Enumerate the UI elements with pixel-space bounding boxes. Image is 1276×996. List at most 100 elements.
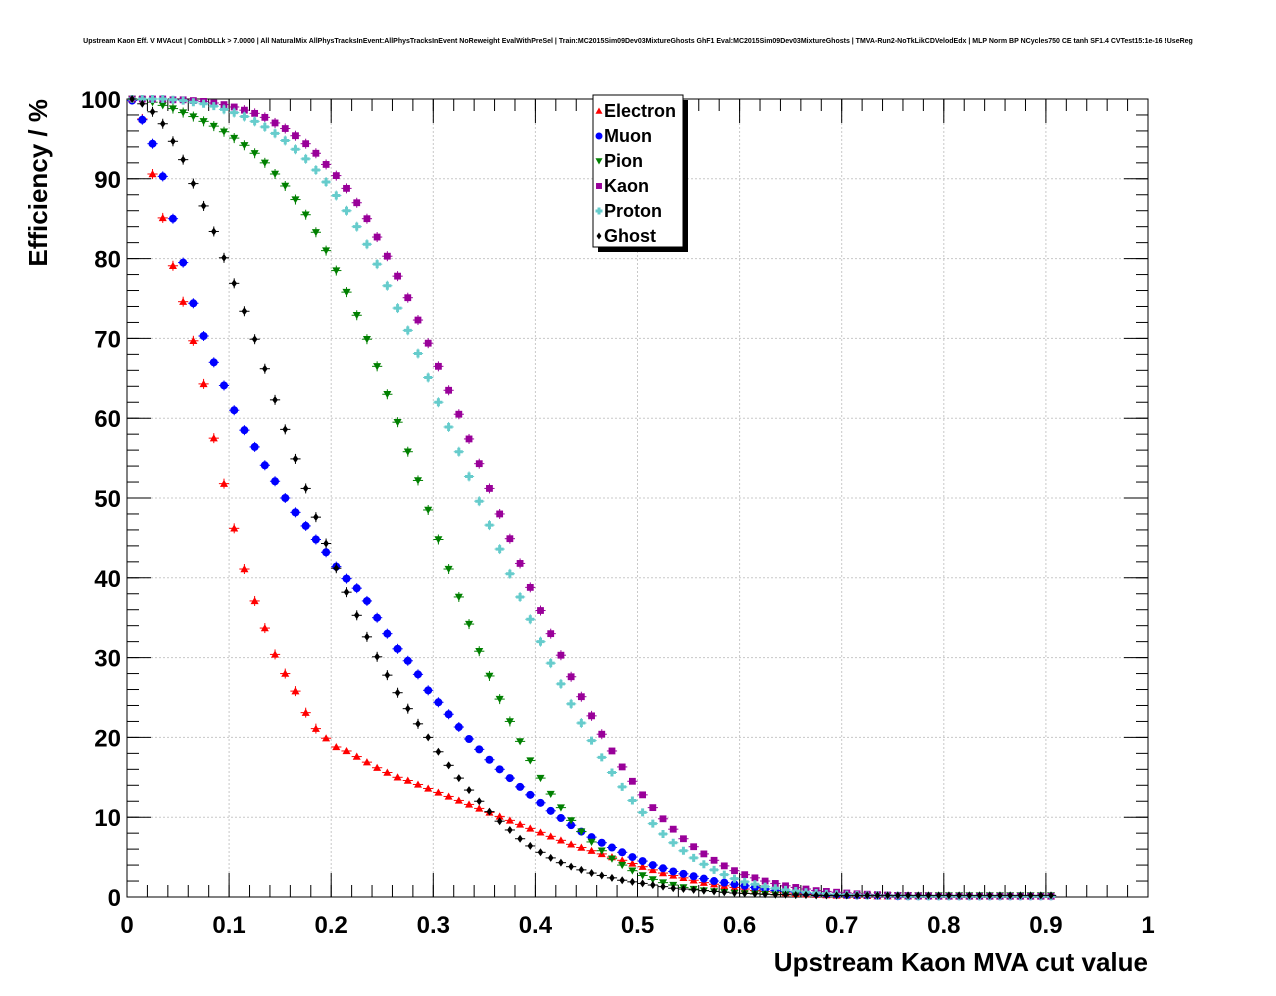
data-point xyxy=(260,159,269,167)
data-point xyxy=(413,780,422,788)
x-axis-label: Upstream Kaon MVA cut value xyxy=(774,947,1148,977)
data-point xyxy=(230,108,239,117)
x-tick-label: 0.2 xyxy=(315,912,348,939)
data-point xyxy=(219,479,228,487)
data-point xyxy=(577,693,585,701)
data-point xyxy=(577,843,586,851)
data-point xyxy=(475,497,484,506)
data-point xyxy=(383,629,392,638)
data-point xyxy=(424,506,433,514)
data-point xyxy=(618,848,627,857)
legend-label-proton: Proton xyxy=(604,201,662,221)
data-point xyxy=(587,846,596,854)
data-point xyxy=(915,891,922,900)
data-point xyxy=(720,878,729,887)
data-point xyxy=(281,125,289,132)
data-point xyxy=(322,177,331,186)
legend-marker-proton xyxy=(595,207,603,215)
legend-entries: Electron Muon Pion Kaon Proton Ghost xyxy=(595,101,676,246)
data-point xyxy=(415,719,421,728)
data-point xyxy=(546,832,555,840)
data-point xyxy=(659,815,667,823)
data-point xyxy=(639,879,646,888)
data-point xyxy=(556,804,565,812)
data-point xyxy=(241,307,248,316)
data-point xyxy=(608,747,616,755)
legend-label-ghost: Ghost xyxy=(604,226,656,246)
data-point xyxy=(383,281,392,290)
data-point xyxy=(496,510,504,518)
data-point xyxy=(271,129,280,138)
data-point xyxy=(281,669,290,677)
data-point xyxy=(261,113,269,121)
data-point xyxy=(628,859,637,867)
data-point xyxy=(313,513,319,522)
data-point xyxy=(332,267,341,275)
data-point xyxy=(148,170,157,178)
data-point xyxy=(353,199,361,207)
data-point xyxy=(628,853,637,862)
data-point xyxy=(342,574,351,583)
data-point xyxy=(311,535,320,544)
data-point xyxy=(495,765,504,774)
data-point xyxy=(250,442,259,451)
data-point xyxy=(189,113,198,121)
data-point xyxy=(434,398,443,407)
data-point xyxy=(240,565,249,573)
data-point xyxy=(373,233,381,241)
data-point xyxy=(251,335,258,344)
data-point xyxy=(587,736,596,745)
data-point xyxy=(485,672,494,680)
data-point xyxy=(373,613,382,622)
series-electron xyxy=(127,95,1057,900)
data-point xyxy=(997,891,1003,900)
data-point xyxy=(516,560,524,567)
data-point xyxy=(597,753,606,762)
data-point xyxy=(597,838,606,847)
data-point xyxy=(158,172,167,181)
data-point xyxy=(669,825,677,833)
data-point xyxy=(495,812,504,820)
y-tick-label: 0 xyxy=(108,885,121,912)
data-point xyxy=(1027,891,1034,900)
data-point xyxy=(189,336,198,344)
y-tick-label: 10 xyxy=(94,805,121,832)
data-point xyxy=(752,889,758,898)
data-point xyxy=(240,112,249,121)
data-point xyxy=(495,695,504,704)
x-tick-label: 1 xyxy=(1141,912,1154,939)
data-point xyxy=(373,763,382,771)
data-point xyxy=(301,211,310,219)
x-tick-label: 0 xyxy=(120,912,133,939)
data-point xyxy=(393,418,402,427)
data-point xyxy=(526,583,534,591)
data-point xyxy=(362,596,371,605)
data-point xyxy=(362,758,371,766)
data-point xyxy=(710,856,718,864)
data-point xyxy=(619,876,625,885)
data-point xyxy=(189,98,198,107)
data-point xyxy=(567,840,576,848)
data-point xyxy=(466,786,472,795)
data-point xyxy=(301,708,310,716)
data-point xyxy=(403,448,412,456)
data-point xyxy=(333,564,340,573)
x-tick-label: 0.9 xyxy=(1029,912,1062,939)
data-point xyxy=(435,362,442,370)
data-point xyxy=(435,747,442,756)
data-point xyxy=(618,856,627,864)
data-point xyxy=(475,804,484,812)
data-point xyxy=(199,118,208,126)
data-point xyxy=(444,565,453,574)
data-point xyxy=(403,776,412,784)
data-point xyxy=(465,734,474,743)
data-point xyxy=(648,819,657,828)
data-point xyxy=(383,391,392,399)
data-point xyxy=(976,891,983,900)
data-point xyxy=(638,862,647,870)
data-point xyxy=(505,718,514,726)
data-point xyxy=(209,434,218,442)
data-point xyxy=(138,115,147,124)
data-point xyxy=(690,885,697,894)
